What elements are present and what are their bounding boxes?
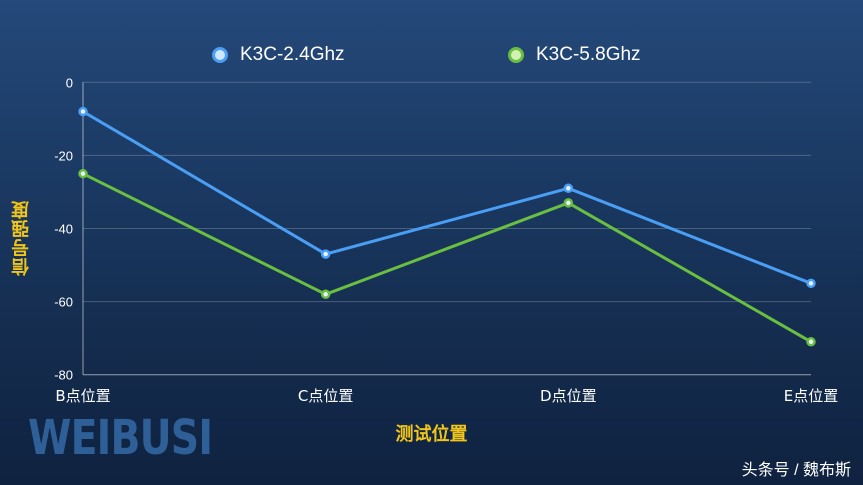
y-tick-label: -80 (54, 368, 73, 383)
legend-item-5-8ghz: K3C-5.8Ghz (508, 44, 641, 66)
data-point (563, 198, 574, 208)
y-tick-label: -60 (54, 295, 73, 310)
data-point (320, 249, 331, 259)
logo: WEIBUSI (28, 410, 213, 466)
legend-label: K3C-2.4Ghz (240, 44, 345, 65)
y-axis-title: 信号强度 (11, 200, 31, 276)
legend-marker-icon (508, 47, 524, 63)
data-point (78, 168, 88, 179)
legend-label: K3C-5.8Ghz (536, 44, 641, 65)
x-tick-label: B点位置 (55, 387, 110, 405)
series-line-0 (82, 110, 812, 285)
x-tick-label: E点位置 (784, 387, 838, 405)
y-tick-label: -20 (54, 148, 73, 163)
legend-marker-icon (212, 47, 228, 63)
legend: K3C-2.4Ghz K3C-5.8Ghz (0, 44, 863, 68)
series-line-1 (82, 172, 812, 344)
data-point (78, 106, 88, 117)
watermark: 头条号 / 魏布斯 (741, 462, 851, 479)
y-tick-label: 0 (66, 75, 73, 90)
data-point (806, 337, 816, 347)
data-point (320, 289, 331, 300)
legend-item-2-4ghz: K3C-2.4Ghz (212, 44, 345, 66)
data-point (563, 183, 574, 194)
y-tick-label: -40 (54, 222, 73, 237)
x-tick-label: C点位置 (298, 387, 353, 405)
x-axis-title: 测试位置 (395, 424, 468, 444)
data-point (806, 278, 816, 289)
x-tick-label: D点位置 (540, 387, 597, 405)
